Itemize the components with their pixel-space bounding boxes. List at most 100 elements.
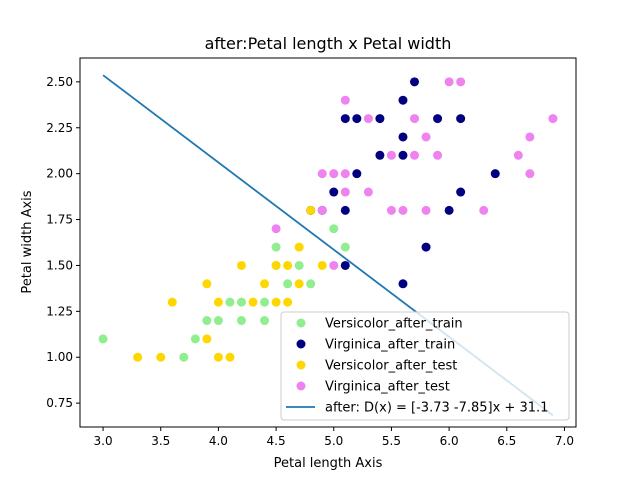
data-point bbox=[133, 352, 143, 362]
data-point bbox=[283, 260, 293, 270]
legend-marker bbox=[296, 381, 306, 391]
data-point bbox=[386, 150, 396, 160]
data-point bbox=[456, 187, 466, 197]
data-point bbox=[225, 352, 235, 362]
data-point bbox=[444, 77, 454, 87]
y-tick-label: 1.75 bbox=[46, 213, 73, 227]
data-point bbox=[190, 334, 200, 344]
data-point bbox=[375, 150, 385, 160]
data-point bbox=[202, 316, 212, 326]
data-point bbox=[283, 279, 293, 289]
data-point bbox=[294, 279, 304, 289]
legend-label: after: D(x) = [-3.73 -7.85]x + 31.1 bbox=[325, 401, 548, 416]
data-point bbox=[410, 150, 420, 160]
y-tick-label: 1.00 bbox=[46, 350, 73, 364]
data-point bbox=[248, 297, 258, 307]
data-point bbox=[490, 169, 500, 179]
x-tick-label: 7.0 bbox=[555, 434, 574, 448]
data-point bbox=[398, 150, 408, 160]
data-point bbox=[225, 297, 235, 307]
data-point bbox=[271, 297, 281, 307]
data-point bbox=[236, 260, 246, 270]
data-point bbox=[352, 114, 362, 124]
data-point bbox=[340, 260, 350, 270]
data-point bbox=[156, 352, 166, 362]
data-point bbox=[340, 205, 350, 215]
data-point bbox=[329, 224, 339, 234]
data-point bbox=[329, 169, 339, 179]
data-point bbox=[283, 297, 293, 307]
data-point bbox=[317, 169, 327, 179]
data-point bbox=[329, 187, 339, 197]
data-point bbox=[317, 205, 327, 215]
y-axis: 0.75 1.00 1.25 1.50 1.75 2.00 2.25 2.50 bbox=[46, 75, 80, 410]
data-point bbox=[421, 205, 431, 215]
data-point bbox=[398, 205, 408, 215]
x-tick-label: 6.0 bbox=[440, 434, 459, 448]
data-point bbox=[386, 205, 396, 215]
x-tick-label: 6.5 bbox=[497, 434, 516, 448]
data-point bbox=[329, 260, 339, 270]
data-point bbox=[271, 224, 281, 234]
data-point bbox=[236, 297, 246, 307]
legend-marker bbox=[296, 339, 306, 349]
data-point bbox=[352, 169, 362, 179]
data-point bbox=[294, 242, 304, 252]
y-tick-label: 1.25 bbox=[46, 304, 73, 318]
y-tick-label: 2.25 bbox=[46, 121, 73, 135]
data-point bbox=[456, 114, 466, 124]
data-point bbox=[398, 279, 408, 289]
y-axis-label: Petal width Axis bbox=[20, 190, 35, 293]
plot-frame bbox=[79, 57, 577, 428]
data-point bbox=[433, 150, 443, 160]
x-tick-label: 4.5 bbox=[267, 434, 286, 448]
data-point bbox=[260, 316, 270, 326]
data-point bbox=[340, 169, 350, 179]
data-point bbox=[294, 260, 304, 270]
data-point bbox=[202, 334, 212, 344]
x-tick-label: 5.5 bbox=[382, 434, 401, 448]
y-tick-label: 0.75 bbox=[46, 396, 73, 410]
data-point bbox=[410, 77, 420, 87]
data-point bbox=[398, 132, 408, 142]
chart-title: after:Petal length x Petal width bbox=[205, 34, 452, 53]
x-tick-label: 4.0 bbox=[209, 434, 228, 448]
data-point bbox=[444, 205, 454, 215]
data-point bbox=[548, 114, 558, 124]
data-point bbox=[271, 242, 281, 252]
legend-label: Versicolor_after_train bbox=[325, 317, 463, 332]
data-point bbox=[363, 187, 373, 197]
data-point bbox=[363, 114, 373, 124]
data-point bbox=[525, 132, 535, 142]
data-point bbox=[398, 95, 408, 105]
x-axis: 3.0 3.5 4.0 4.5 5.0 5.5 6.0 6.5 7.0 bbox=[94, 427, 574, 448]
legend-label: Virginica_after_train bbox=[325, 338, 455, 353]
x-tick-label: 5.0 bbox=[324, 434, 343, 448]
y-tick-label: 2.00 bbox=[46, 167, 73, 181]
data-point bbox=[421, 242, 431, 252]
data-point bbox=[479, 205, 489, 215]
data-point bbox=[213, 352, 223, 362]
data-point bbox=[340, 187, 350, 197]
data-point bbox=[340, 114, 350, 124]
data-point bbox=[271, 260, 281, 270]
legend-label: Virginica_after_test bbox=[325, 380, 450, 395]
data-point bbox=[306, 205, 316, 215]
data-point bbox=[260, 297, 270, 307]
legend-marker bbox=[296, 360, 306, 370]
data-point bbox=[167, 297, 177, 307]
data-point bbox=[98, 334, 108, 344]
x-tick-label: 3.0 bbox=[94, 434, 113, 448]
data-point bbox=[340, 95, 350, 105]
data-point bbox=[236, 316, 246, 326]
data-point bbox=[513, 150, 523, 160]
legend-label: Versicolor_after_test bbox=[325, 359, 457, 374]
x-tick-label: 3.5 bbox=[151, 434, 170, 448]
data-point bbox=[375, 114, 385, 124]
data-point bbox=[421, 132, 431, 142]
data-point bbox=[456, 77, 466, 87]
data-point bbox=[340, 242, 350, 252]
data-point bbox=[306, 279, 316, 289]
legend: Versicolor_after_train Virginica_after_tr… bbox=[280, 311, 570, 421]
